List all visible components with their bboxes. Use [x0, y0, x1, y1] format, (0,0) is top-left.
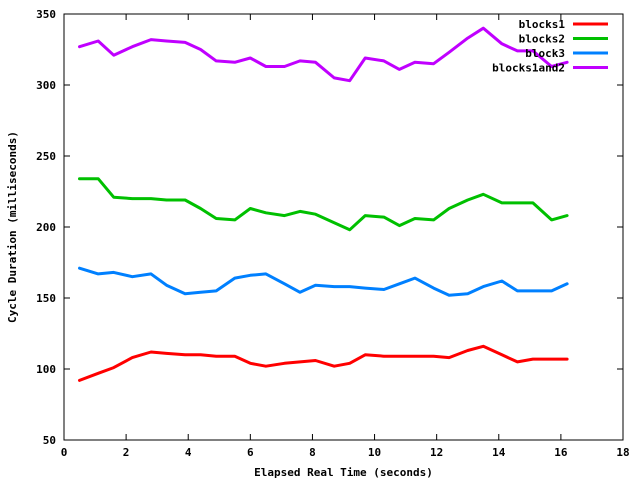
plot-lines — [78, 26, 569, 382]
x-tick-label: 2 — [123, 446, 130, 459]
legend-label-blocks1: blocks1 — [519, 18, 566, 31]
x-tick-label: 0 — [61, 446, 68, 459]
x-tick-label: 8 — [309, 446, 316, 459]
x-tick-label: 4 — [185, 446, 192, 459]
y-tick-label: 150 — [36, 292, 56, 305]
series-line-blocks1 — [78, 344, 569, 382]
series-line-blocks2 — [78, 177, 569, 232]
x-tick-label: 12 — [430, 446, 443, 459]
y-tick-label: 250 — [36, 150, 56, 163]
x-tick-label: 16 — [554, 446, 568, 459]
y-tick-label: 100 — [36, 363, 56, 376]
y-axis: 50 100 150 200 250 300 350 — [36, 8, 623, 447]
series-line-block3 — [78, 266, 569, 297]
x-axis: 0 2 4 6 8 10 12 14 16 18 — [61, 14, 630, 459]
legend-label-blocks2: blocks2 — [519, 33, 565, 46]
y-tick-label: 300 — [36, 79, 56, 92]
x-tick-label: 6 — [247, 446, 254, 459]
x-axis-title: Elapsed Real Time (seconds) — [254, 466, 433, 479]
y-tick-label: 350 — [36, 8, 56, 21]
y-tick-label: 200 — [36, 221, 56, 234]
legend-label-block3: block3 — [525, 47, 565, 60]
series-line-blocks1and2 — [78, 26, 569, 83]
x-tick-label: 18 — [616, 446, 629, 459]
legend-label-blocks1and2: blocks1and2 — [492, 62, 565, 75]
x-tick-label: 14 — [492, 446, 506, 459]
y-axis-title: Cycle Duration (milliseconds) — [6, 131, 19, 323]
x-tick-label: 10 — [368, 446, 381, 459]
y-tick-label: 50 — [43, 434, 56, 447]
